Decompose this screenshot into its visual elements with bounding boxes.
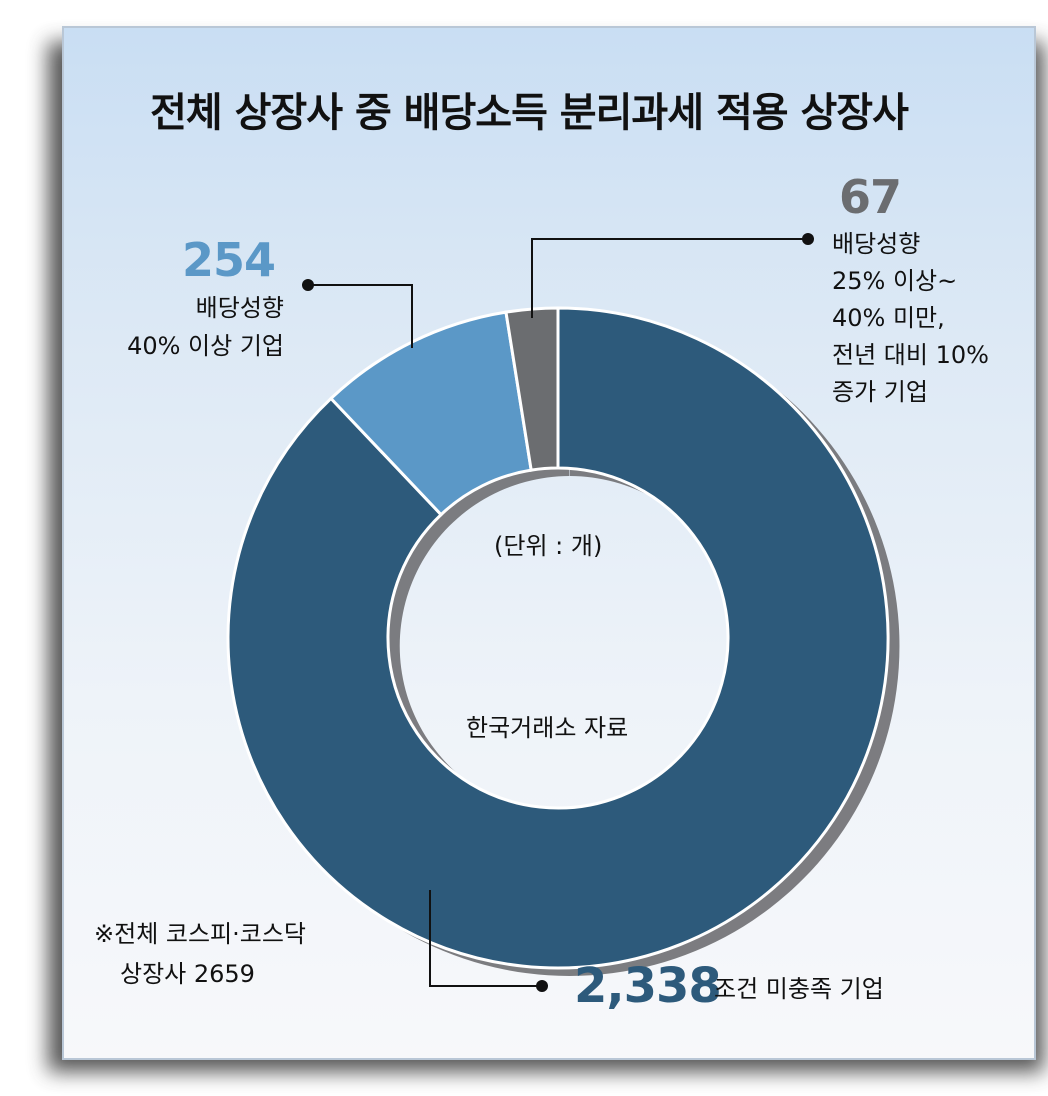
desc-light-line1: 배당성향	[195, 294, 284, 322]
desc-gray: 배당성향 25% 이상~ 40% 미만, 전년 대비 10% 증가 기업	[832, 226, 989, 411]
dark-leader-line	[429, 890, 542, 987]
footnote-line1: ※전체 코스피·코스닥	[94, 920, 307, 948]
desc-gray-line1: 배당성향	[832, 230, 921, 258]
donut-slice-dark	[226, 306, 890, 970]
footnote-line2: 상장사 2659	[120, 960, 255, 988]
dark-leader-dot	[536, 980, 548, 992]
value-label-light: 254	[182, 233, 276, 287]
desc-gray-line5: 증가 기업	[832, 378, 928, 406]
desc-gray-line4: 전년 대비 10%	[832, 341, 989, 369]
value-label-dark: 2,338	[574, 958, 722, 1014]
unit-label: (단위 : 개)	[494, 532, 603, 560]
gray-leader-line	[531, 238, 808, 318]
gray-leader-dot	[802, 233, 814, 245]
desc-dark: 조건 미충족 기업	[714, 975, 884, 1003]
desc-gray-line3: 40% 미만,	[832, 304, 945, 332]
light-leader-dot	[302, 279, 314, 291]
value-label-gray: 67	[839, 170, 902, 224]
desc-light-line2: 40% 이상 기업	[127, 332, 284, 360]
donut-chart	[226, 233, 900, 992]
infographic-card: 전체 상장사 중 배당소득 분리과세 적용 상장사 (단위 : 개) 한국거래소…	[62, 26, 1036, 1060]
source-label: 한국거래소 자료	[466, 714, 629, 742]
light-leader-line	[308, 284, 413, 348]
chart-title: 전체 상장사 중 배당소득 분리과세 적용 상장사	[150, 90, 909, 136]
desc-gray-line2: 25% 이상~	[832, 267, 958, 295]
donut-slice-gray	[504, 306, 560, 472]
